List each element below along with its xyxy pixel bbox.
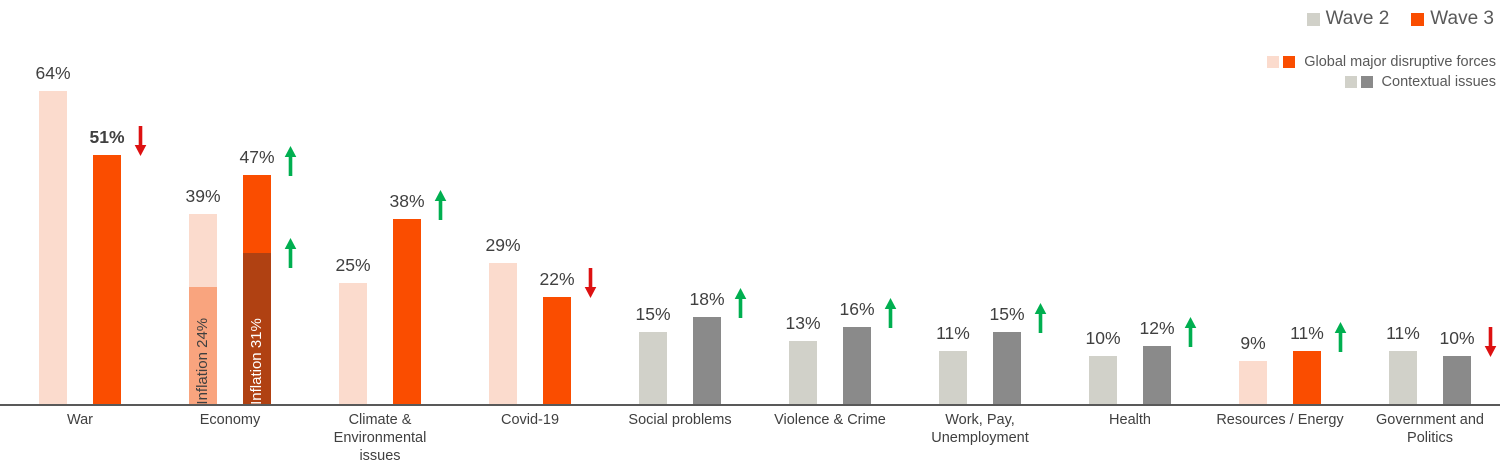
x-label-covid-19: Covid-19 [500,412,560,428]
bar-wave2-climate-environmental-issues [339,282,367,405]
value-label-wave3-economy: 47% [239,146,275,167]
x-axis-line [0,404,1500,406]
bar-wave2-social-problems [639,331,667,405]
bar-wave2-covid-19 [489,262,517,405]
trend-arrow-resources-energy-up-icon [1334,322,1347,353]
value-label-wave3-social-problems: 18% [689,288,725,309]
x-label-government-and-politics: Government and Politics [1375,412,1484,447]
value-label-wave2-social-problems: 15% [635,303,671,324]
x-label-economy: Economy [199,412,261,428]
bar-wave3-health [1143,346,1171,405]
value-label-wave2-government-and-politics: 11% [1386,323,1420,344]
inflation-overlay-label-wave3: Inflation 31% [248,318,265,405]
bar-wave3-covid-19 [543,297,571,405]
bar-wave3-government-and-politics [1443,356,1471,405]
legend-item-contextual-issues: Contextual issues [1267,72,1496,92]
value-label-wave3-war: 51% [89,127,125,148]
contextual-issues-label: Contextual issues [1381,74,1496,90]
trend-arrow-work-pay-unemployment-up-icon [1034,302,1047,333]
x-label-climate-environmental-issues: Climate & Environmental issues [333,412,427,465]
bar-wave3-war [93,155,121,405]
legend-item-wave2: Wave 2 [1306,8,1390,30]
trend-arrow-government-and-politics-down-icon [1484,327,1497,357]
x-label-war: War [66,412,94,428]
bar-wave3-social-problems [693,316,721,405]
group-legend: Global major disruptive forces Contextua… [1267,52,1496,92]
value-label-wave2-economy: 39% [185,185,221,206]
value-label-wave3-resources-energy: 11% [1290,323,1324,344]
trend-arrow-social-problems-up-icon [734,287,747,318]
bar-wave3-climate-environmental-issues [393,218,421,405]
contextual-wave2-swatch-icon [1344,76,1357,88]
value-label-wave3-covid-19: 22% [539,269,575,290]
trend-arrow-economy-up-icon [284,145,297,176]
value-label-wave3-climate-environmental-issues: 38% [389,190,425,211]
value-label-wave2-covid-19: 29% [485,234,521,255]
value-label-wave3-health: 12% [1139,318,1175,339]
bar-wave2-violence-crime [789,341,817,405]
wave3-swatch-icon [1411,12,1425,26]
x-label-health: Health [1109,412,1151,428]
bar-wave3-violence-crime [843,326,871,405]
inflation-overlay-wave3 [243,253,271,405]
value-label-wave3-violence-crime: 16% [839,298,875,319]
bar-wave2-government-and-politics [1389,351,1417,405]
trend-arrow-health-up-icon [1184,317,1197,348]
value-label-wave2-climate-environmental-issues: 25% [335,254,371,275]
bar-wave3-work-pay-unemployment [993,331,1021,405]
value-label-wave3-government-and-politics: 10% [1439,328,1475,348]
bar-wave2-war [39,91,67,405]
disruptive-wave3-swatch-icon [1283,56,1296,68]
inflation-trend-arrow-up-icon [284,238,297,269]
bar-wave2-health [1089,356,1117,405]
value-label-wave2-violence-crime: 13% [785,313,821,334]
value-label-wave2-resources-energy: 9% [1240,332,1266,353]
inflation-overlay-wave2 [189,287,217,405]
wave2-swatch-icon [1306,12,1320,26]
bar-wave2-work-pay-unemployment [939,351,967,405]
bar-wave3-resources-energy [1293,351,1321,405]
trend-arrow-climate-environmental-issues-up-icon [434,189,447,220]
trend-arrow-war-down-icon [134,126,147,157]
wave3-label: Wave 3 [1430,8,1494,29]
trend-arrow-covid-19-down-icon [584,268,597,299]
x-label-resources-energy: Resources / Energy [1216,412,1344,428]
wave2-label: Wave 2 [1325,8,1390,29]
bar-wave2-resources-energy [1239,360,1267,405]
value-label-wave3-work-pay-unemployment: 15% [989,303,1025,324]
disruptive-forces-label: Global major disruptive forces [1304,54,1496,70]
value-label-wave2-health: 10% [1085,328,1121,348]
x-label-social-problems: Social problems [628,412,732,428]
wave-legend: Wave 2 Wave 3 [1306,8,1494,30]
trend-arrow-violence-crime-up-icon [884,297,897,328]
inflation-overlay-label-wave2: Inflation 24% [194,318,211,405]
x-label-violence-crime: Violence & Crime [774,412,886,428]
value-label-wave2-work-pay-unemployment: 11% [936,323,970,344]
legend-item-wave3: Wave 3 [1411,8,1494,30]
disruptive-wave2-swatch-icon [1267,56,1280,68]
value-label-wave2-war: 64% [35,63,71,84]
contextual-wave3-swatch-icon [1360,76,1373,88]
x-label-work-pay-unemployment: Work, Pay, Unemployment [931,412,1029,447]
legend-item-disruptive-forces: Global major disruptive forces [1267,52,1496,72]
